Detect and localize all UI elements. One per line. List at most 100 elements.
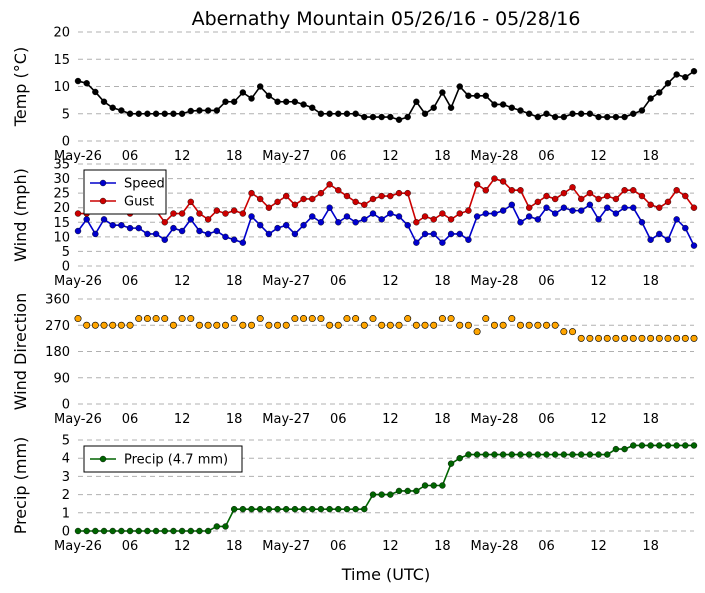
y-tick-label: 20 [53, 26, 70, 41]
data-point [612, 334, 620, 342]
data-point [673, 442, 680, 449]
data-point [309, 505, 316, 513]
data-point [300, 221, 307, 229]
x-tick-label: 18 [226, 539, 243, 554]
data-point [178, 210, 186, 217]
series-direction-0 [74, 315, 698, 342]
data-point [152, 110, 160, 117]
data-point [317, 219, 325, 226]
y-tick-label: 360 [45, 293, 70, 308]
x-tick-label: May-27 [262, 149, 310, 164]
data-point [386, 321, 394, 329]
data-point [213, 321, 221, 329]
data-point [543, 204, 550, 211]
data-point [196, 107, 203, 114]
data-point [534, 451, 542, 458]
y-tick-label: 90 [53, 371, 70, 386]
x-tick-label: 18 [434, 412, 451, 427]
data-point [491, 451, 498, 458]
data-point [612, 113, 620, 121]
data-point [204, 527, 212, 535]
data-point [690, 242, 698, 249]
data-point [83, 321, 91, 329]
data-point [491, 210, 498, 217]
y-tick-label: 0 [62, 398, 70, 413]
data-point [604, 113, 611, 121]
data-point [647, 442, 654, 449]
data-point [551, 195, 559, 203]
data-point [109, 221, 116, 229]
data-point [690, 204, 698, 211]
data-point [647, 334, 655, 342]
data-point [256, 221, 264, 229]
data-point [404, 487, 411, 495]
data-point [309, 195, 316, 203]
data-point [490, 321, 498, 329]
data-point [482, 210, 489, 217]
data-point [647, 95, 654, 102]
data-point [256, 195, 264, 203]
data-point [603, 334, 611, 342]
data-point [508, 201, 516, 209]
data-point [525, 213, 533, 220]
data-point [586, 189, 594, 197]
data-point [421, 213, 429, 220]
data-point [464, 321, 472, 329]
data-point [239, 505, 247, 513]
data-point [170, 210, 177, 217]
data-point [291, 230, 299, 238]
data-point [655, 334, 663, 342]
data-point [516, 321, 524, 329]
x-tick-label: 12 [590, 539, 607, 554]
data-point [118, 221, 125, 229]
x-tick-label: 12 [382, 412, 399, 427]
data-point [404, 221, 411, 229]
data-point [630, 110, 637, 117]
data-point [499, 178, 507, 185]
series-wind-0 [74, 201, 698, 249]
data-point [673, 187, 680, 194]
data-point [638, 192, 646, 200]
data-point [309, 104, 316, 111]
data-point [438, 315, 446, 323]
data-point [586, 451, 594, 458]
data-point [178, 315, 186, 323]
data-point [604, 451, 611, 458]
data-point [230, 207, 238, 214]
y-tick-label: 5 [62, 107, 70, 122]
data-point [239, 239, 247, 246]
data-point [690, 442, 698, 449]
data-point [543, 451, 550, 458]
data-point [352, 505, 359, 513]
data-point [551, 210, 559, 217]
data-point [412, 321, 420, 329]
data-point [369, 210, 377, 217]
series-line [77, 70, 695, 121]
data-point [456, 83, 463, 90]
data-point [91, 321, 99, 329]
data-point [439, 210, 446, 217]
data-point [499, 207, 507, 214]
data-point [343, 505, 351, 513]
series-precip-0 [74, 442, 698, 535]
data-point [222, 523, 229, 530]
data-point [187, 527, 194, 535]
data-point [378, 216, 385, 223]
data-point [578, 110, 585, 117]
data-point [100, 216, 108, 223]
data-point [387, 491, 394, 498]
data-point [144, 527, 151, 535]
data-point [439, 482, 446, 489]
data-point [439, 239, 446, 246]
data-point [569, 328, 577, 336]
data-point [170, 110, 177, 117]
y-tick-label: 0 [62, 135, 70, 150]
data-point [126, 527, 134, 535]
x-tick-label: 12 [174, 412, 191, 427]
data-point [595, 334, 603, 342]
y-tick-label: 15 [53, 216, 70, 231]
data-point [534, 321, 542, 329]
data-point [144, 230, 151, 238]
data-point [447, 460, 455, 467]
